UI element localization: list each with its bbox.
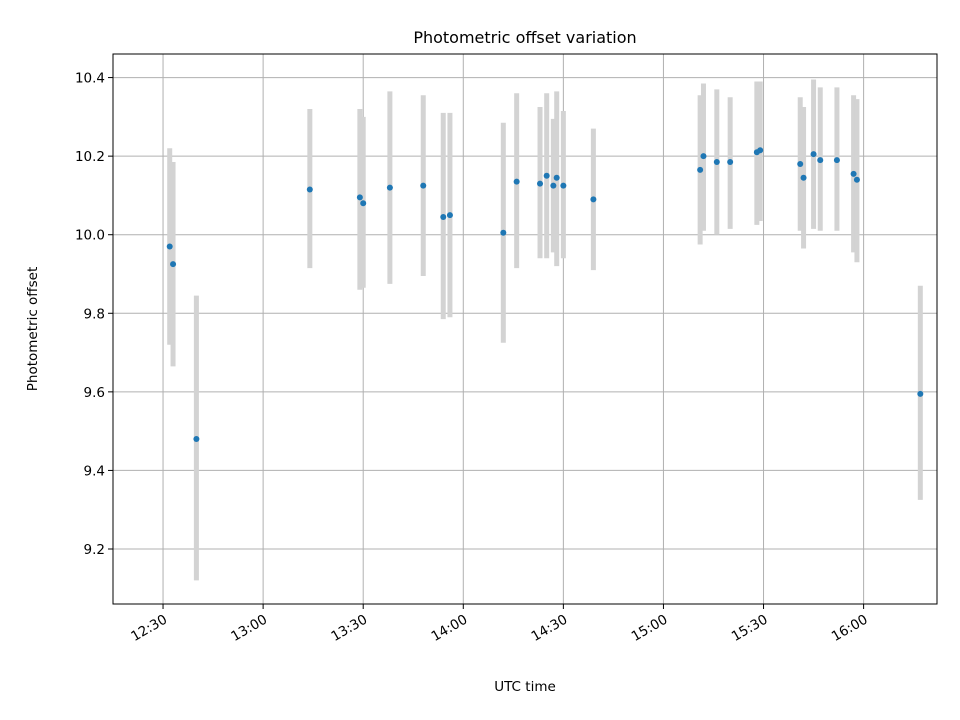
data-point xyxy=(166,243,173,250)
y-axis-label: Photometric offset xyxy=(25,267,41,391)
data-point xyxy=(833,157,840,164)
data-point xyxy=(360,200,367,207)
data-point xyxy=(550,182,557,189)
data-point xyxy=(590,196,597,203)
chart-title: Photometric offset variation xyxy=(413,28,636,47)
y-tick-label: 9.4 xyxy=(84,463,105,479)
data-point xyxy=(697,166,704,173)
data-point xyxy=(917,390,924,397)
y-tick-label: 10.4 xyxy=(75,71,105,87)
y-tick-label: 10.2 xyxy=(75,149,105,165)
data-point xyxy=(500,229,507,236)
data-point xyxy=(757,147,764,154)
plot-frame xyxy=(112,53,938,605)
data-point xyxy=(853,176,860,183)
data-point xyxy=(446,212,453,219)
y-tick-label: 9.2 xyxy=(84,542,105,558)
data-point xyxy=(193,436,200,442)
data-point xyxy=(543,172,550,179)
data-point xyxy=(797,161,804,167)
data-point xyxy=(817,157,824,164)
data-points xyxy=(166,147,924,442)
data-point xyxy=(700,153,707,160)
y-axis-ticks: 9.2 9.4 9.6 9.8 10.0 10.2 10.4 xyxy=(75,71,113,558)
x-axis-label: UTC time xyxy=(494,679,556,695)
data-point xyxy=(727,159,734,166)
data-point xyxy=(440,214,447,221)
data-point xyxy=(420,182,427,189)
data-point xyxy=(810,151,817,158)
data-point xyxy=(356,194,363,201)
data-point xyxy=(306,186,313,193)
data-point xyxy=(537,180,544,187)
data-point xyxy=(800,174,807,181)
data-point xyxy=(560,182,567,189)
y-tick-label: 9.8 xyxy=(84,306,105,322)
data-point xyxy=(170,261,177,268)
data-point xyxy=(386,184,393,191)
data-point xyxy=(850,170,857,177)
data-point xyxy=(553,174,560,181)
y-tick-label: 10.0 xyxy=(75,228,105,244)
data-point xyxy=(513,178,520,185)
data-point xyxy=(713,159,720,166)
y-tick-label: 9.6 xyxy=(84,385,105,401)
